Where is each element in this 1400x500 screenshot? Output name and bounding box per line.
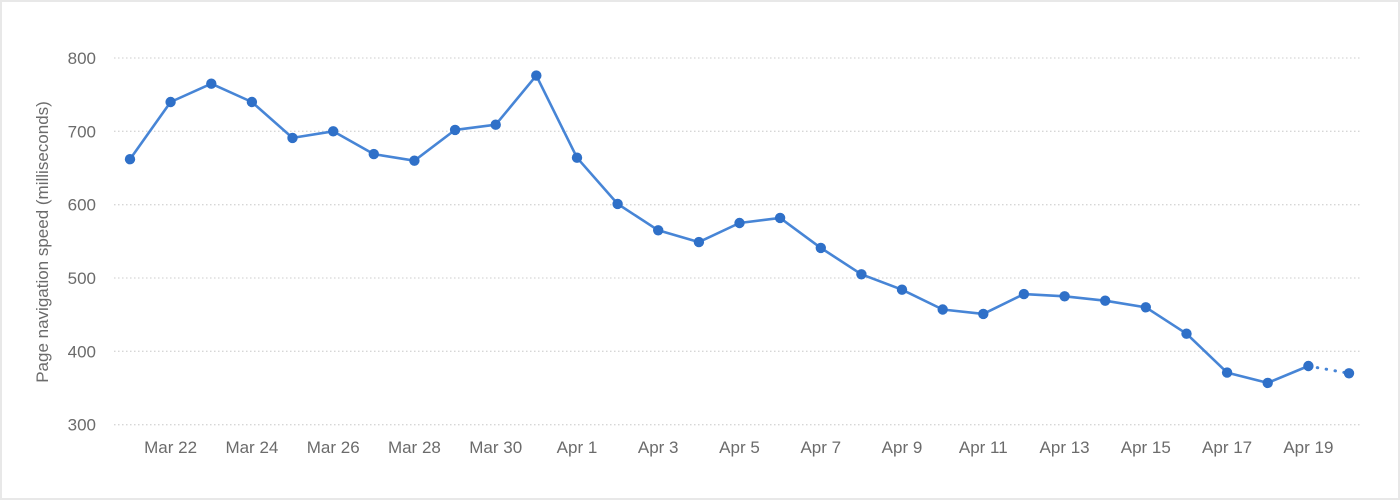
data-point[interactable]	[978, 308, 989, 320]
data-point[interactable]	[124, 154, 136, 165]
data-point[interactable]	[206, 78, 217, 89]
data-point[interactable]	[1303, 360, 1314, 372]
y-tick-label: 400	[68, 342, 96, 361]
data-point[interactable]	[815, 242, 826, 254]
x-tick-label: Apr 1	[557, 438, 598, 457]
y-tick-label: 700	[68, 122, 96, 141]
data-point[interactable]	[571, 152, 583, 163]
data-point[interactable]	[165, 96, 176, 108]
x-tick-label: Apr 9	[882, 438, 923, 457]
data-point[interactable]	[1343, 368, 1355, 379]
data-point[interactable]	[1262, 377, 1273, 389]
x-tick-label: Apr 7	[800, 438, 841, 457]
data-point[interactable]	[246, 96, 258, 108]
forecast-segment	[1306, 364, 1351, 375]
x-tick-labels-group: Mar 22 Mar 24 Mar 26 Mar 28 Mar 30 Apr 1 Apr 3…	[144, 438, 1333, 457]
x-tick-label: Mar 28	[388, 438, 441, 457]
x-tick-label: Apr 5	[719, 438, 760, 457]
data-point[interactable]	[287, 132, 298, 144]
x-tick-label: Apr 11	[959, 438, 1008, 457]
data-point[interactable]	[896, 284, 908, 295]
y-tick-label: 600	[68, 196, 96, 215]
data-point[interactable]	[612, 198, 623, 210]
data-point[interactable]	[693, 236, 705, 248]
x-tick-label: Mar 22	[144, 438, 197, 457]
data-point[interactable]	[653, 225, 664, 236]
data-point[interactable]	[449, 124, 461, 136]
data-point[interactable]	[328, 126, 339, 137]
data-point[interactable]	[490, 119, 501, 130]
x-tick-label: Apr 19	[1283, 438, 1333, 457]
gridlines-group	[114, 57, 1361, 426]
y-tick-label: 300	[68, 416, 96, 435]
data-point[interactable]	[937, 304, 948, 315]
data-point[interactable]	[1221, 367, 1233, 378]
x-tick-label: Mar 30	[469, 438, 522, 457]
data-point[interactable]	[1140, 302, 1152, 313]
y-axis-title: Page navigation speed (milliseconds)	[33, 101, 52, 383]
data-point[interactable]	[734, 217, 745, 229]
data-point[interactable]	[774, 212, 786, 224]
data-point[interactable]	[531, 70, 542, 81]
data-point[interactable]	[368, 148, 379, 160]
x-tick-label: Apr 13	[1040, 438, 1090, 457]
x-tick-label: Apr 15	[1121, 438, 1171, 457]
x-tick-label: Apr 3	[638, 438, 679, 457]
data-point[interactable]	[1100, 295, 1111, 306]
x-tick-label: Mar 24	[225, 438, 278, 457]
data-point[interactable]	[409, 155, 420, 166]
series-group	[124, 70, 1355, 389]
data-point[interactable]	[1059, 291, 1070, 302]
data-point[interactable]	[1181, 328, 1192, 339]
data-line	[128, 74, 1310, 385]
y-tick-labels-group: 300 400 500 600 700 800	[68, 49, 96, 435]
y-tick-label: 800	[68, 49, 96, 68]
data-point[interactable]	[1018, 288, 1030, 300]
y-tick-label: 500	[68, 269, 96, 288]
x-tick-label: Mar 26	[307, 438, 360, 457]
x-tick-label: Apr 17	[1202, 438, 1252, 457]
data-point[interactable]	[856, 269, 867, 280]
